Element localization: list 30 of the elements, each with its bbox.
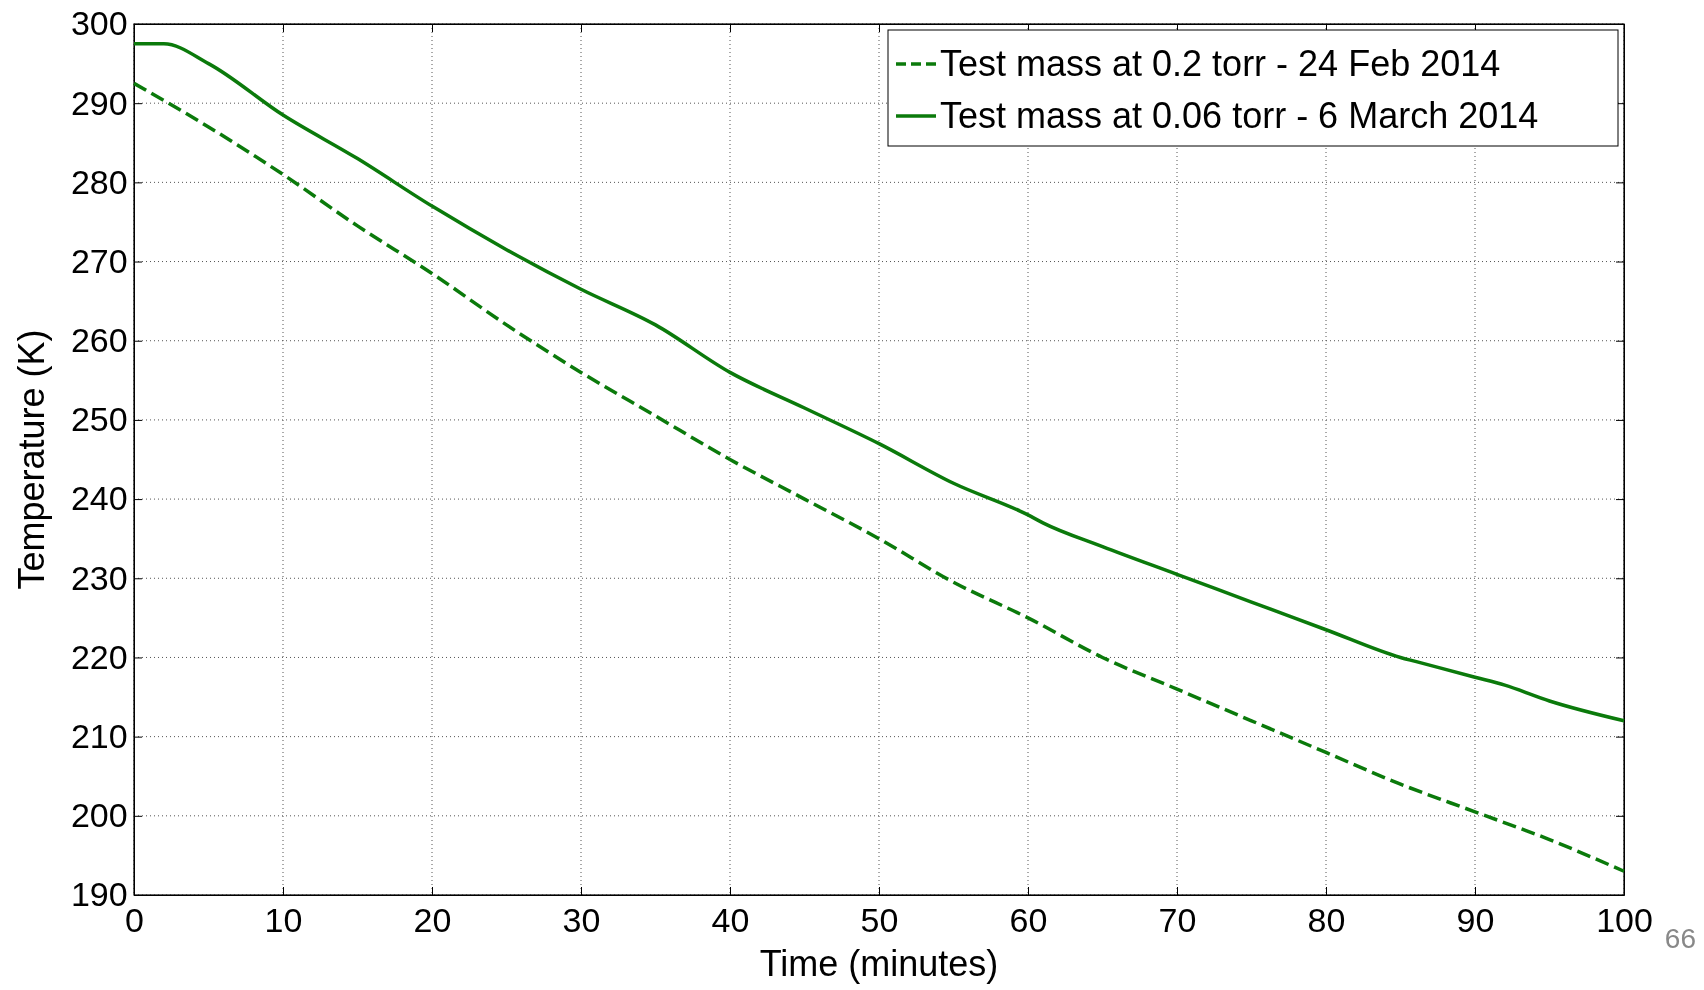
x-tick-label: 70 xyxy=(1158,901,1197,939)
y-tick-label: 200 xyxy=(70,796,128,835)
y-tick-label: 250 xyxy=(70,400,128,439)
x-tick-label: 50 xyxy=(860,901,899,939)
line-series xyxy=(132,81,1626,873)
y-tick-label: 240 xyxy=(70,479,128,518)
x-tick-label: 30 xyxy=(562,901,601,939)
legend-label: Test mass at 0.06 torr - 6 March 2014 xyxy=(940,95,1539,136)
y-tick-label: 300 xyxy=(70,4,128,43)
legend-label: Test mass at 0.2 torr - 24 Feb 2014 xyxy=(940,43,1501,84)
x-axis-title: Time (minutes) xyxy=(759,943,999,984)
y-tick-label: 220 xyxy=(70,637,128,676)
x-tick-label: 60 xyxy=(1009,901,1048,939)
x-tick-label: 100 xyxy=(1596,901,1653,939)
text: 66 xyxy=(1664,923,1696,954)
y-tick-label: 210 xyxy=(70,717,128,756)
x-tick-label: 20 xyxy=(413,901,452,939)
y-tick-label: 290 xyxy=(70,83,128,122)
y-tick-label: 260 xyxy=(70,321,128,360)
x-tick-label: 90 xyxy=(1456,901,1495,939)
y-tick-label: 230 xyxy=(70,558,128,597)
y-tick-label: 190 xyxy=(70,875,128,914)
y-axis-title: Temperature (K) xyxy=(11,329,52,590)
line-series xyxy=(132,42,1626,723)
y-tick-label: 270 xyxy=(70,241,128,280)
x-tick-label: 0 xyxy=(125,901,144,939)
y-tick-label: 280 xyxy=(70,162,128,201)
x-tick-label: 10 xyxy=(264,901,303,939)
x-tick-label: 40 xyxy=(711,901,750,939)
x-tick-label: 80 xyxy=(1307,901,1346,939)
